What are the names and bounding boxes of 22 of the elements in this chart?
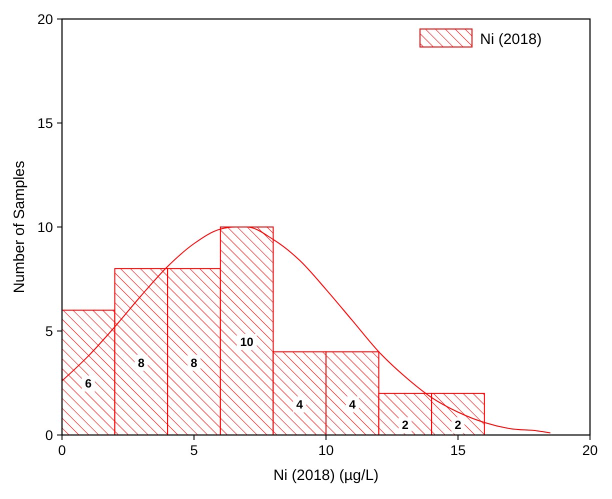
x-axis-title: Ni (2018) (µg/L) — [273, 467, 379, 484]
x-tick-label: 15 — [450, 442, 466, 458]
data-label: 10 — [240, 335, 254, 349]
x-tick-label: 0 — [58, 442, 66, 458]
y-tick-label: 0 — [45, 427, 54, 443]
line-series — [62, 226, 551, 434]
legend-label: Ni (2018) — [480, 31, 542, 48]
data-label: 6 — [85, 376, 92, 391]
data-label: 4 — [349, 397, 356, 412]
data-label: 2 — [454, 418, 462, 432]
y-axis-title: Number of Samples — [11, 160, 28, 294]
x-tick-label: 20 — [582, 442, 598, 458]
data-label: 8 — [190, 356, 198, 370]
data-label: 8 — [138, 356, 145, 370]
data-label: 2 — [402, 418, 409, 432]
x-tick-label: 5 — [190, 442, 198, 458]
y-tick-label: 20 — [37, 11, 54, 27]
y-tick-label: 5 — [45, 323, 54, 339]
y-tick-label: 10 — [37, 219, 54, 235]
data-label: 4 — [296, 397, 304, 412]
x-tick-label: 10 — [318, 442, 334, 458]
y-tick-label: 15 — [37, 115, 54, 131]
